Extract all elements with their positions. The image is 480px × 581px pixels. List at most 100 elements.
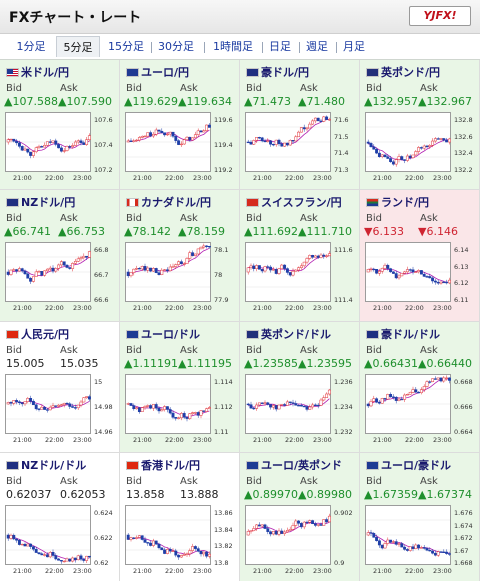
candle-body xyxy=(34,147,38,153)
rate-card-chfjpy[interactable]: スイスフラン/円 Bid Ask ▲111.692 ▲111.710 111.6 111.4… xyxy=(240,190,360,322)
candle-body xyxy=(302,261,306,267)
tab-15min[interactable]: 15分足 xyxy=(108,40,144,53)
candle-body xyxy=(193,134,197,139)
candle-body xyxy=(151,404,155,409)
pair-name[interactable]: スイスフラン/円 xyxy=(246,194,342,209)
pair-name[interactable]: ユーロ/ドル xyxy=(126,326,200,341)
candle-body xyxy=(12,269,16,271)
tab-daily[interactable]: 日足 xyxy=(269,40,291,53)
tab-1min[interactable]: 1分足 xyxy=(16,40,46,53)
candle-body xyxy=(171,550,175,552)
mini-candlestick-chart[interactable]: 132.8 132.6 132.4 132.2 21:00 22:00 23:00 xyxy=(365,112,473,184)
mini-candlestick-chart[interactable]: 1.114 1.112 1.11 21:00 22:00 23:00 xyxy=(125,374,233,446)
candle-body xyxy=(302,521,306,528)
candle-body xyxy=(171,412,175,418)
rate-card-audjpy[interactable]: 豪ドル/円 Bid Ask ▲71.473 ▲71.480 71.6 71.5 71.4 71.… xyxy=(240,60,360,190)
pair-name[interactable]: ランド/円 xyxy=(366,194,429,209)
tab-monthly[interactable]: 月足 xyxy=(343,40,365,53)
candles-svg xyxy=(126,388,211,422)
rate-card-euraud[interactable]: ユーロ/豪ドル Bid Ask ▲1.67359 ▲1.67374 1.676 1.674 1… xyxy=(360,453,480,581)
pair-name[interactable]: ユーロ/円 xyxy=(126,64,189,79)
flag-ca-icon xyxy=(126,198,139,207)
candles-svg xyxy=(126,243,211,288)
mini-candlestick-chart[interactable]: 119.6 119.4 119.2 21:00 22:00 23:00 xyxy=(125,112,233,184)
pair-name[interactable]: NZドル/ドル xyxy=(6,457,86,472)
y-axis-tick: 0.622 xyxy=(94,534,113,542)
rate-card-gbpusd[interactable]: 英ポンド/ドル Bid Ask ▲1.23585 ▲1.23595 1.236 1.234 1… xyxy=(240,322,360,453)
mini-candlestick-chart[interactable]: 15 14.98 14.96 21:00 22:00 23:00 xyxy=(5,374,113,446)
candle-body xyxy=(59,560,63,562)
x-axis-tick: 22:00 xyxy=(405,304,424,312)
candle-body xyxy=(288,140,292,146)
rate-card-hkdjpy[interactable]: 香港ドル/円 Bid Ask 13.858 13.888 13.86 13.84 13.82 1… xyxy=(120,453,240,581)
candle-body xyxy=(372,146,376,150)
pair-name[interactable]: NZドル/円 xyxy=(6,194,75,209)
candle-body xyxy=(146,542,150,544)
up-arrow-icon: ▲ xyxy=(178,95,187,108)
brand-logo[interactable]: YJFX! xyxy=(409,6,471,26)
rate-card-cnyjpy[interactable]: 人民元/円 Bid Ask 15.005 15.035 15 14.98 14.96 21:00… xyxy=(0,322,120,453)
mini-candlestick-chart[interactable]: 1.676 1.674 1.672 1.67 1.668 21:00 22:00 23:00 xyxy=(365,505,473,577)
mini-candlestick-chart[interactable]: 71.6 71.5 71.4 71.3 21:00 22:00 23:00 xyxy=(245,112,353,184)
rate-card-eurgbp[interactable]: ユーロ/英ポンド Bid Ask ▲0.89970 ▲0.89980 0.902 0.9 21… xyxy=(240,453,360,581)
mini-candlestick-chart[interactable]: 0.624 0.622 0.62 21:00 22:00 23:00 xyxy=(5,505,113,577)
mini-candlestick-chart[interactable]: 13.86 13.84 13.82 13.8 21:00 22:00 23:00 xyxy=(125,505,233,577)
rate-card-eurusd[interactable]: ユーロ/ドル Bid Ask ▲1.11191 ▲1.11195 1.114 1.112 1.… xyxy=(120,322,240,453)
candle-body xyxy=(291,140,295,142)
rate-card-nzdjpy[interactable]: NZドル/円 Bid Ask ▲66.741 ▲66.753 66.8 66.7 66.6 21… xyxy=(0,190,120,322)
pair-name[interactable]: 英ポンド/円 xyxy=(366,64,440,79)
mini-candlestick-chart[interactable]: 0.668 0.666 0.664 21:00 22:00 23:00 xyxy=(365,374,473,446)
candle-body xyxy=(179,261,183,265)
pair-name[interactable]: 香港ドル/円 xyxy=(126,457,200,472)
rate-card-nzdusd[interactable]: NZドル/ドル Bid Ask 0.62037 0.62053 0.624 0.622 0.6… xyxy=(0,453,120,581)
rate-card-eurjpy[interactable]: ユーロ/円 Bid Ask ▲119.629 ▲119.634 119.6 119.4 119… xyxy=(120,60,240,190)
rate-card-usdjpy[interactable]: 米ドル/円 Bid Ask ▲107.588 ▲107.590 107.6 107.4 107… xyxy=(0,60,120,190)
pair-name[interactable]: 英ポンド/ドル xyxy=(246,326,331,341)
pair-name[interactable]: ユーロ/豪ドル xyxy=(366,457,451,472)
pair-name[interactable]: 豪ドル/円 xyxy=(246,64,309,79)
candle-body xyxy=(79,140,83,143)
up-arrow-icon: ▲ xyxy=(418,357,427,370)
tab-weekly[interactable]: 週足 xyxy=(306,40,328,53)
candles-svg xyxy=(366,375,451,420)
mini-candlestick-chart[interactable]: 111.6 111.4 21:00 22:00 23:00 xyxy=(245,242,353,314)
candle-body xyxy=(283,264,287,269)
bid-label: Bid xyxy=(126,476,142,487)
candle-body xyxy=(43,145,47,148)
candle-body xyxy=(15,538,19,541)
mini-candlestick-chart[interactable]: 0.902 0.9 21:00 22:00 23:00 xyxy=(245,505,353,577)
mini-candlestick-chart[interactable]: 6.14 6.13 6.12 6.11 21:00 22:00 23:00 xyxy=(365,242,473,314)
candle-body xyxy=(311,520,315,525)
tab-5min[interactable]: 5分足 xyxy=(56,36,100,57)
candle-body xyxy=(199,551,203,555)
mini-candlestick-chart[interactable]: 78.1 78 77.9 21:00 22:00 23:00 xyxy=(125,242,233,314)
y-axis-tick: 111.6 xyxy=(334,246,353,254)
tab-1hour[interactable]: 1時間足 xyxy=(213,40,253,53)
candle-body xyxy=(280,143,284,147)
pair-name[interactable]: 豪ドル/ドル xyxy=(366,326,440,341)
pair-name[interactable]: 米ドル/円 xyxy=(6,64,69,79)
rate-card-audusd[interactable]: 豪ドル/ドル Bid Ask ▲0.66431 ▲0.66440 0.668 0.666 0.… xyxy=(360,322,480,453)
tab-30min[interactable]: 30分足 xyxy=(158,40,194,53)
y-axis-tick: 15 xyxy=(94,378,103,386)
pair-name[interactable]: ユーロ/英ポンド xyxy=(246,457,342,472)
mini-candlestick-chart[interactable]: 66.8 66.7 66.6 21:00 22:00 23:00 xyxy=(5,242,113,314)
candle-body xyxy=(419,147,423,149)
candle-body xyxy=(405,269,409,273)
candle-body xyxy=(207,124,211,128)
candle-body xyxy=(137,268,141,270)
rate-card-zarjpy[interactable]: ランド/円 Bid Ask ▼6.133 ▼6.146 6.14 6.13 6.12 6.11 2… xyxy=(360,190,480,322)
y-axis-tick: 71.6 xyxy=(334,116,349,124)
rate-card-gbpjpy[interactable]: 英ポンド/円 Bid Ask ▲132.957 ▲132.967 132.8 132.6 13… xyxy=(360,60,480,190)
candle-body xyxy=(185,417,189,419)
candle-body xyxy=(274,531,278,535)
flag-hk-icon xyxy=(126,461,139,470)
pair-name[interactable]: カナダドル/円 xyxy=(126,194,211,209)
mini-candlestick-chart[interactable]: 107.6 107.4 107.2 21:00 22:00 23:00 xyxy=(5,112,113,184)
pair-name[interactable]: 人民元/円 xyxy=(6,326,69,341)
flag-au-icon xyxy=(246,68,259,77)
rate-card-cadjpy[interactable]: カナダドル/円 Bid Ask ▲78.142 ▲78.159 78.1 78 77.9 21:… xyxy=(120,190,240,322)
mini-candlestick-chart[interactable]: 1.236 1.234 1.232 21:00 22:00 23:00 xyxy=(245,374,353,446)
candle-body xyxy=(168,131,172,135)
x-axis-tick: 22:00 xyxy=(45,174,64,182)
